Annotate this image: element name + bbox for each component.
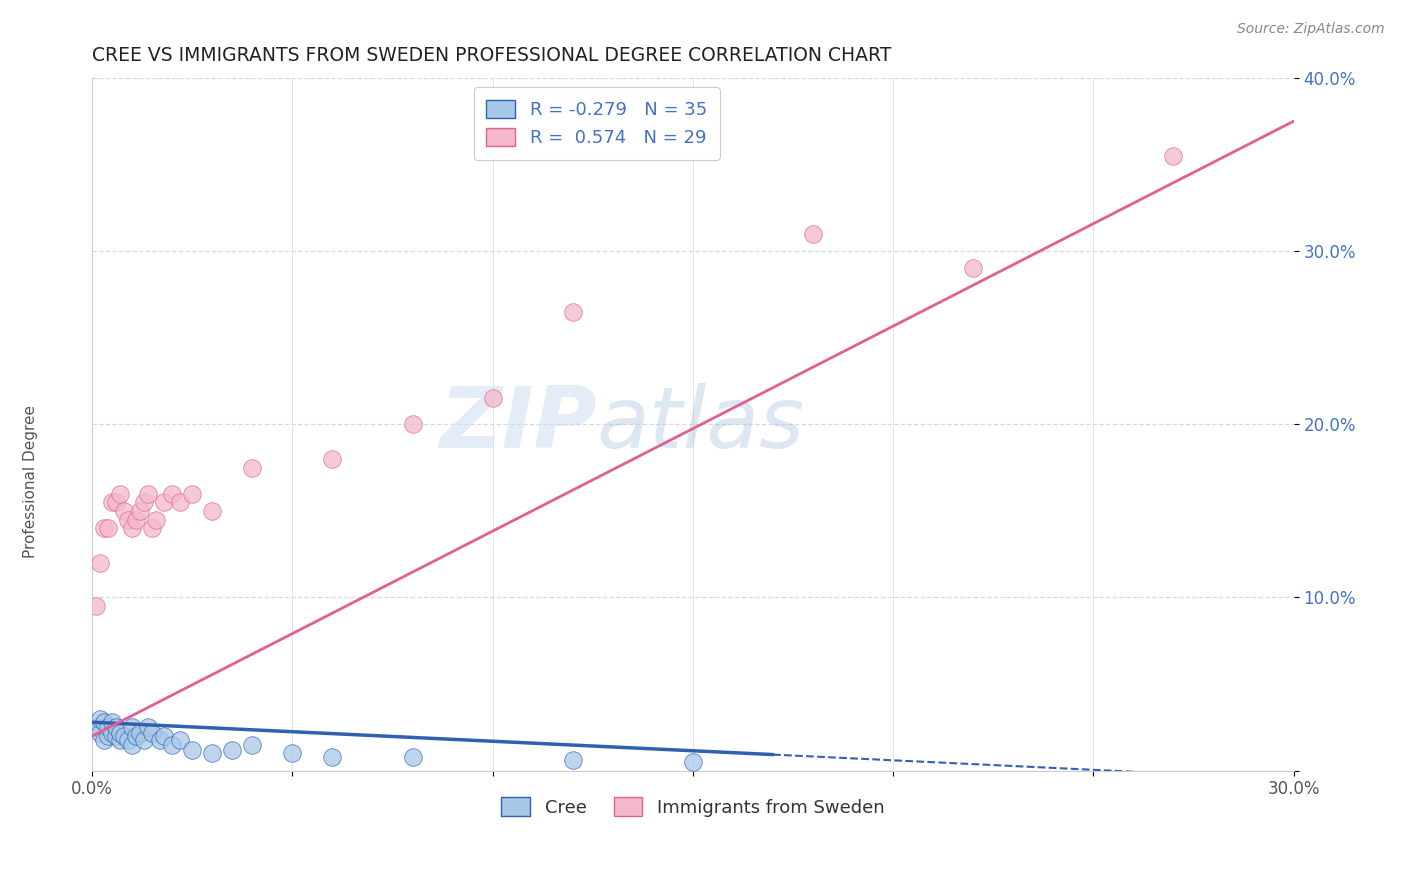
Point: [561, 304, 583, 318]
Point: [136, 720, 159, 734]
Point: [89, 556, 111, 570]
Point: [93, 521, 115, 535]
Point: [101, 715, 124, 730]
Text: Professional Degree: Professional Degree: [24, 405, 38, 558]
Point: [141, 521, 163, 535]
Point: [134, 495, 156, 509]
Point: [240, 460, 263, 475]
Text: atlas: atlas: [596, 383, 804, 466]
Point: [682, 755, 704, 769]
Point: [108, 486, 131, 500]
Point: [181, 743, 204, 757]
Point: [321, 451, 343, 466]
Text: CREE VS IMMIGRANTS FROM SWEDEN PROFESSIONAL DEGREE CORRELATION CHART: CREE VS IMMIGRANTS FROM SWEDEN PROFESSIO…: [93, 46, 891, 65]
Point: [89, 712, 111, 726]
Point: [153, 495, 176, 509]
Point: [108, 725, 131, 739]
Point: [169, 495, 191, 509]
Text: ZIP: ZIP: [439, 383, 596, 466]
Point: [181, 486, 204, 500]
Point: [240, 738, 263, 752]
Point: [97, 521, 120, 535]
Point: [93, 732, 115, 747]
Point: [162, 486, 184, 500]
Point: [84, 720, 107, 734]
Point: [153, 729, 176, 743]
Point: [89, 725, 111, 739]
Point: [201, 747, 224, 761]
Point: [162, 738, 184, 752]
Point: [97, 729, 120, 743]
Point: [101, 495, 124, 509]
Point: [105, 720, 128, 734]
Point: [481, 392, 503, 406]
Point: [97, 720, 120, 734]
Point: [145, 512, 167, 526]
Point: [149, 732, 172, 747]
Point: [321, 749, 343, 764]
Point: [84, 599, 107, 614]
Text: Source: ZipAtlas.com: Source: ZipAtlas.com: [1237, 22, 1385, 37]
Point: [401, 417, 423, 432]
Point: [108, 732, 131, 747]
Legend: Cree, Immigrants from Sweden: Cree, Immigrants from Sweden: [494, 790, 891, 824]
Point: [141, 725, 163, 739]
Point: [101, 725, 124, 739]
Point: [281, 747, 304, 761]
Point: [121, 521, 143, 535]
Point: [105, 495, 128, 509]
Point: [125, 729, 148, 743]
Point: [117, 732, 139, 747]
Point: [117, 512, 139, 526]
Point: [1163, 149, 1185, 163]
Point: [136, 486, 159, 500]
Point: [112, 729, 135, 743]
Point: [93, 715, 115, 730]
Point: [121, 720, 143, 734]
Point: [105, 729, 128, 743]
Point: [129, 725, 152, 739]
Point: [401, 749, 423, 764]
Point: [801, 227, 824, 241]
Point: [169, 732, 191, 747]
Point: [201, 504, 224, 518]
Point: [134, 732, 156, 747]
Point: [125, 512, 148, 526]
Point: [121, 738, 143, 752]
Point: [962, 261, 984, 276]
Point: [561, 753, 583, 767]
Point: [221, 743, 243, 757]
Point: [112, 504, 135, 518]
Point: [129, 504, 152, 518]
